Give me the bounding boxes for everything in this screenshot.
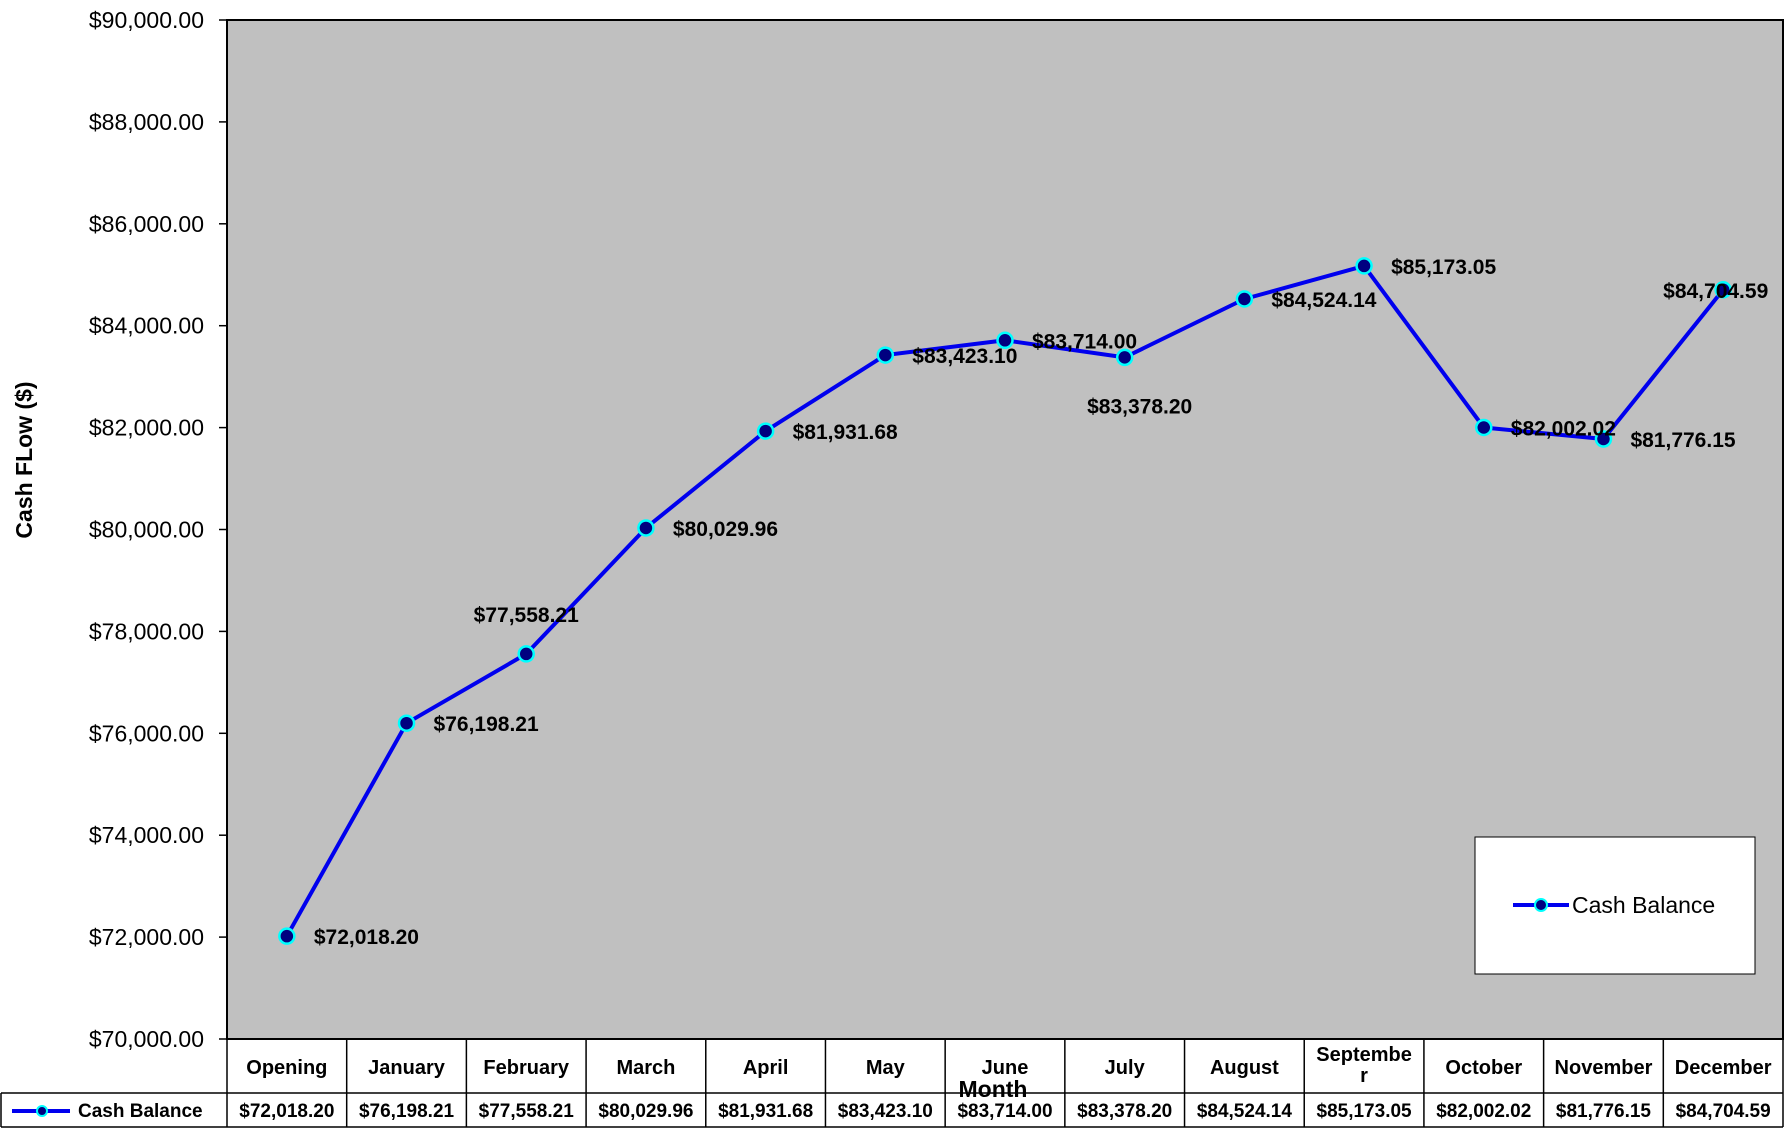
data-point-marker: [1355, 257, 1373, 275]
data-table: Opening $72,018.20 January $76,198.21 Februa…: [0, 1039, 1784, 1128]
table-value-cell: $81,776.15: [1556, 1101, 1652, 1122]
x-category-label: December: [1675, 1057, 1772, 1079]
x-category-label: February: [483, 1057, 569, 1079]
data-label: $83,423.10: [912, 345, 1017, 368]
table-value-cell: $84,704.59: [1676, 1101, 1771, 1122]
data-label: $81,776.15: [1630, 429, 1735, 452]
data-point-marker: [397, 714, 416, 732]
table-value-cell: $83,714.00: [957, 1101, 1052, 1122]
x-category-label: May: [866, 1057, 906, 1079]
y-tick-label: $80,000.00: [89, 517, 204, 543]
table-value-cell: $83,423.10: [838, 1101, 933, 1122]
table-value-cell: $83,378.20: [1077, 1101, 1172, 1122]
table-series-label: Cash Balance: [78, 1101, 203, 1122]
table-value-cell: $80,029.96: [598, 1101, 693, 1122]
x-category-label: June: [982, 1057, 1029, 1079]
table-value-cell: $72,018.20: [239, 1101, 334, 1122]
legend: Cash Balance: [1474, 836, 1756, 975]
data-point-marker: [1115, 348, 1134, 367]
data-point-marker: [517, 645, 535, 663]
table-value-cell: $77,558.21: [479, 1101, 575, 1122]
data-label: $72,018.20: [314, 926, 419, 949]
y-axis-label: Cash FLow ($): [11, 381, 37, 538]
x-category-label: Septembe r: [1316, 1044, 1412, 1087]
data-label: $80,029.96: [673, 518, 778, 541]
data-label: $83,378.20: [1087, 395, 1192, 418]
table-value-cell: $76,198.21: [359, 1101, 455, 1122]
y-tick-label: $86,000.00: [89, 211, 204, 237]
series-cash-balance: $72,018.20 $76,198.21 $77,558.21 $80,029.96…: [278, 256, 1768, 949]
x-category-label: November: [1555, 1057, 1653, 1079]
x-category-label: July: [1105, 1057, 1146, 1079]
y-tick-label: $82,000.00: [89, 415, 204, 441]
data-point-marker: [996, 331, 1014, 350]
data-label: $81,931.68: [793, 421, 898, 444]
data-point-marker: [1594, 430, 1613, 448]
y-tick-label: $70,000.00: [89, 1026, 204, 1052]
data-point-marker: [278, 927, 296, 945]
table-legend-marker-swatch: [36, 1105, 48, 1117]
table-value-cell: $82,002.02: [1436, 1101, 1531, 1122]
data-label: $77,558.21: [474, 604, 579, 627]
x-category-label: April: [743, 1057, 789, 1079]
x-category-label: January: [368, 1057, 446, 1079]
y-tick-label: $90,000.00: [89, 7, 204, 33]
table-value-cell: $84,524.14: [1197, 1101, 1293, 1122]
data-point-marker: [1235, 290, 1254, 308]
y-tick-label: $78,000.00: [89, 618, 204, 644]
table-value-cell: $85,173.05: [1317, 1101, 1413, 1122]
data-point-marker: [876, 346, 895, 364]
data-label: $84,704.59: [1663, 280, 1768, 303]
y-tick-label: $88,000.00: [89, 109, 204, 135]
data-label: $76,198.21: [434, 713, 539, 736]
x-category-label: August: [1210, 1057, 1279, 1079]
y-tick-label: $72,000.00: [89, 924, 204, 950]
data-label: $84,524.14: [1271, 289, 1376, 312]
data-point-marker: [756, 422, 775, 440]
x-category-label: Opening: [246, 1057, 327, 1079]
data-point-marker: [1714, 281, 1732, 299]
y-tick-label: $74,000.00: [89, 822, 204, 848]
data-label: $85,173.05: [1391, 256, 1496, 279]
x-axis-label: Month: [959, 1076, 1028, 1102]
y-axis: $70,000.00 $72,000.00 $74,000.00 $76,000.00…: [89, 7, 227, 1052]
x-category-label: October: [1445, 1057, 1522, 1079]
data-point-marker: [637, 519, 655, 537]
data-label: $83,714.00: [1032, 330, 1137, 353]
legend-marker-swatch: [1534, 898, 1548, 912]
legend-label: Cash Balance: [1572, 892, 1715, 918]
x-category-label: March: [616, 1057, 675, 1079]
y-tick-label: $76,000.00: [89, 720, 204, 746]
table-value-cell: $81,931.68: [718, 1101, 813, 1122]
data-label: $82,002.02: [1511, 417, 1616, 440]
data-point-marker: [1475, 418, 1493, 437]
y-tick-label: $84,000.00: [89, 313, 204, 339]
